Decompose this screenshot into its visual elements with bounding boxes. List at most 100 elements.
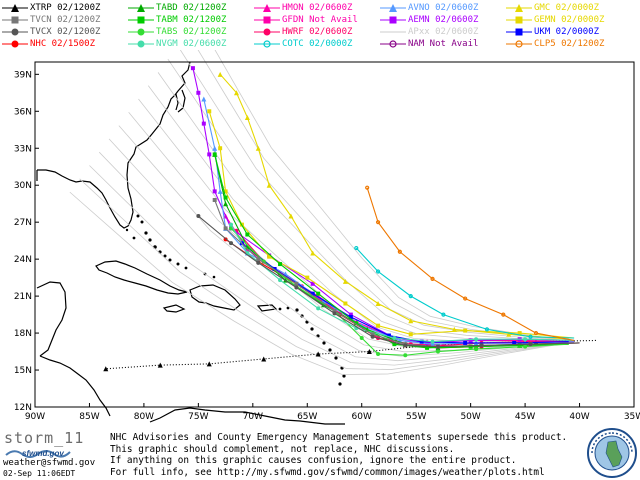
ensemble-track — [179, 50, 575, 343]
track-point-gemn — [267, 254, 272, 259]
track-point-aemn — [207, 152, 212, 157]
track-point-aemn — [196, 90, 201, 95]
track-line-tabm — [214, 154, 569, 349]
track-point-cotc — [484, 327, 490, 332]
y-tick-label: 21N — [14, 292, 32, 302]
track-point-gemn — [218, 146, 223, 151]
sfwmd-seal — [587, 428, 637, 478]
track-point-gmc — [342, 278, 348, 284]
track-point-tabm — [278, 262, 283, 267]
sfwmd-logo: sfwmd.gov — [5, 449, 71, 458]
track-point-tabm — [212, 152, 217, 157]
track-point-ukm — [310, 291, 315, 296]
coastline-layer — [36, 61, 345, 425]
track-point-tvcx — [528, 342, 533, 347]
track-point-tvcn — [370, 332, 375, 337]
track-point-tabs — [403, 353, 408, 358]
x-tick-label: 80W — [134, 412, 154, 422]
track-point-gmc — [310, 250, 316, 256]
track-point-tabs — [474, 347, 479, 352]
track-point-tvcx — [435, 344, 440, 349]
legend-swatch — [506, 28, 532, 36]
legend-label: NVGM 02/0600Z — [156, 39, 227, 49]
track-point-clp5 — [430, 276, 435, 281]
y-tick-label: 24N — [14, 255, 32, 265]
legend-swatch — [2, 40, 28, 48]
y-tick-label: 27N — [14, 218, 32, 228]
track-point-xtrp — [261, 356, 267, 362]
track-point-tvcx — [294, 285, 299, 290]
legend-label: UKM 02/0000Z — [534, 27, 600, 37]
track-point-tabm — [517, 343, 522, 348]
legend-swatch — [128, 40, 154, 48]
track-point-cotc — [408, 294, 413, 299]
track-point-tabs — [376, 352, 381, 357]
legend-label: TVCN 02/1200Z — [30, 15, 101, 25]
x-tick-label: 40W — [569, 412, 589, 422]
track-point-aemn — [201, 121, 206, 126]
x-tick-label: 85W — [79, 412, 99, 422]
ensemble-track — [197, 50, 575, 343]
track-point-cotc — [375, 269, 381, 274]
legend-label: COTC 02/0000Z — [282, 39, 353, 49]
track-point-tvcx — [403, 343, 408, 348]
ensemble-track — [89, 165, 575, 366]
x-tick-label: 35W — [624, 412, 640, 422]
track-point-xtrp — [206, 361, 212, 367]
legend-swatch — [254, 28, 280, 36]
y-tick-label: 18N — [14, 329, 32, 339]
track-point-nvgm — [229, 222, 234, 227]
track-point-ukm — [419, 339, 424, 344]
central-america — [39, 355, 111, 417]
x-tick-label: 90W — [25, 412, 45, 422]
track-line-gemn — [208, 111, 575, 339]
us-east-coast — [37, 61, 191, 229]
ensemble-track — [98, 151, 575, 362]
track-point-gemn — [207, 109, 212, 114]
track-point-tabm — [223, 195, 228, 200]
track-point-xtrp — [103, 366, 109, 372]
track-point-tvcx — [479, 343, 484, 348]
y-tick-label: 15N — [14, 366, 32, 376]
track-point-aemn — [190, 66, 195, 71]
puerto-rico — [256, 304, 278, 312]
sfwmd-logo-text: sfwmd.gov — [22, 449, 64, 458]
track-point-avno — [201, 96, 207, 102]
legend-swatch — [380, 40, 406, 48]
track-line-tvcx — [198, 215, 580, 348]
legend-swatch — [254, 40, 280, 48]
track-point-avno — [212, 145, 218, 151]
track-point-tabd — [321, 302, 327, 308]
track-line-nvgm — [230, 224, 575, 343]
track-point-gemn — [517, 331, 522, 336]
track-point-gemn — [223, 189, 228, 194]
x-tick-label: 45W — [515, 412, 535, 422]
legend-label: HWRF 02/0600Z — [282, 27, 353, 37]
x-tick-label: 75W — [188, 412, 208, 422]
legend-label: TABM 02/1200Z — [156, 15, 227, 25]
legend-swatch — [2, 4, 28, 12]
disclaimer-link[interactable]: For full info, see http://my.sfwmd.gov/s… — [110, 466, 545, 478]
legend-swatch — [380, 4, 406, 12]
track-point-tvcx — [332, 311, 337, 316]
legend-label: GFDN Not Avail — [282, 15, 358, 25]
track-point-aemn — [348, 312, 353, 317]
track-line-cotc — [355, 247, 575, 339]
track-point-ukm — [348, 315, 353, 320]
south-america — [149, 407, 345, 425]
track-point-xtrp — [315, 351, 321, 357]
delmarva — [177, 89, 186, 113]
track-point-avno — [430, 341, 436, 347]
track-point-tabs — [359, 336, 364, 340]
disclaimer: NHC Advisories and County Emergency Mana… — [110, 432, 580, 478]
track-point-tvcn — [256, 257, 261, 262]
jamaica — [162, 304, 186, 313]
track-point-tabm — [245, 232, 250, 237]
legend-label: AEMN 02/0600Z — [408, 15, 479, 25]
track-point-tvcx — [196, 214, 201, 219]
track-point-gmc — [288, 213, 294, 219]
legend-swatch — [2, 16, 28, 24]
y-tick-label: 12N — [14, 403, 32, 413]
timestamp: 02-Sep 11:06EDT — [3, 469, 76, 478]
legend-label: GEMN 02/0000Z — [534, 15, 605, 25]
